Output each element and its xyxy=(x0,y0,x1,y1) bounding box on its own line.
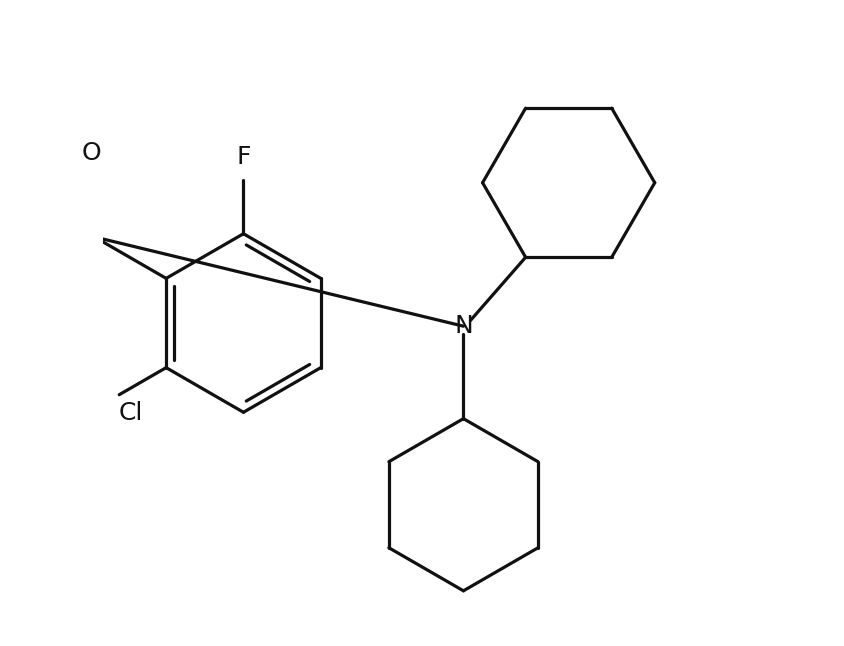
Text: F: F xyxy=(236,145,251,169)
Text: Cl: Cl xyxy=(118,401,143,424)
Text: N: N xyxy=(454,314,473,339)
Text: O: O xyxy=(81,141,101,165)
